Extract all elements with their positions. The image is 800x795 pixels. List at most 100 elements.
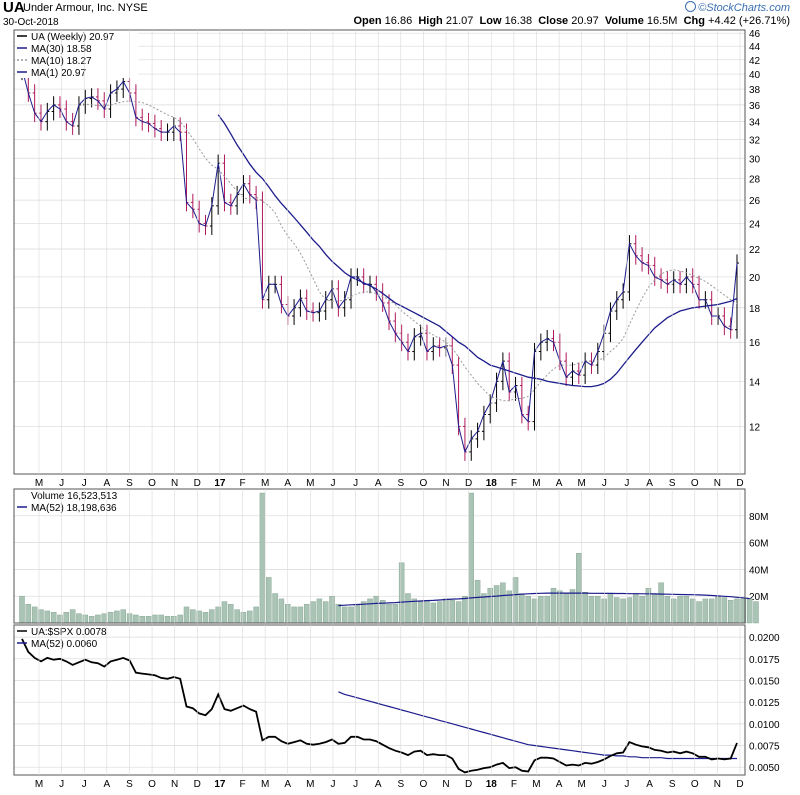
volume-bar [190,609,196,624]
x-tick-label-price: 18 [486,478,498,489]
low-value: 16.38 [504,15,533,27]
volume-bar [411,598,418,624]
x-tick-label-price: J [602,478,607,489]
x-tick-label-price: M [35,478,43,489]
volume-bar [417,601,424,624]
volume-bar [538,596,544,624]
ratio-tick-label: 0.0100 [749,720,780,731]
volume-bar [114,610,120,624]
volume-bar [398,562,405,624]
volume-bar [455,601,462,624]
price-tick-label: 42 [749,56,761,67]
price-tick-label: 38 [749,85,761,96]
x-tick-label-ratio: S [397,779,404,790]
ratio-tick-label: 0.0150 [749,676,780,687]
volume-bar [50,612,57,624]
x-tick-label-ratio: N [442,779,449,790]
price-legend-entry: MA(1) 20.97 [31,68,86,79]
volume-bar [626,597,633,624]
volume-bar [25,604,32,624]
volume-bar [247,610,253,624]
price-tick-label: 36 [749,101,761,112]
x-tick-label-ratio: M [261,779,269,790]
volume-bar [63,612,70,624]
ma30-line [217,114,738,388]
volume-bar [152,614,158,624]
price-tick-label: 32 [749,135,761,146]
volume-bar [683,596,690,624]
stockcharts-logo-icon [685,1,697,12]
x-tick-label-ratio: D [194,779,201,790]
volume-bar [708,598,715,624]
volume-bar [133,614,139,624]
price-tick-label: 18 [749,304,761,315]
volume-bar [519,593,525,624]
close-label: Close [538,15,569,27]
volume-bar [702,598,709,624]
price-tick-label: 20 [749,273,761,284]
x-tick-label-ratio: O [691,779,699,790]
volume-bar [272,593,278,624]
volume-bar [322,601,329,624]
x-tick-label-ratio: A [556,779,563,790]
x-axis: M M J J J J A A S S O O N N D D 17 17 F F M M A A M M J J J J A A S S O O N N… [35,30,744,790]
ratio-ma52-line [338,691,737,760]
price-legend-box [16,32,138,78]
volume-bar [576,553,582,624]
ratio-tick-label: 0.0075 [749,742,780,753]
volume-bar [544,596,550,624]
x-tick-label-ratio: J [82,779,87,790]
volume-bar [164,616,171,624]
volume-bar [633,593,639,624]
volume-bar [31,606,38,624]
volume-bar [658,582,664,624]
volume-bar [500,582,506,624]
volume-bar [607,593,614,624]
x-tick-label-price: S [669,478,676,489]
ratio-legend-entry: UA:$SPX 0.0078 [31,627,107,638]
change-label: Chg [683,15,705,27]
price-tick-label: 44 [749,42,761,53]
x-tick-label-ratio: D [736,779,743,790]
volume-bar [202,612,209,624]
x-tick-label-ratio: J [624,779,629,790]
x-tick-label-price: A [104,478,111,489]
volume-bar [664,596,671,624]
chart-date: 30-Oct-2018 [3,17,59,28]
volume-tick-label: 80M [749,512,768,523]
price-tick-label: 24 [749,220,761,231]
volume-bar [120,609,126,624]
x-tick-label-ratio: A [375,779,382,790]
volume-bar [386,604,392,624]
price-tick-label: 22 [749,245,761,256]
volume-bar [487,587,493,624]
x-tick-label-price: D [465,478,472,489]
volume-bar [348,606,354,624]
volume-bar [341,606,348,624]
volume-bar [139,616,145,624]
x-tick-label-price: A [556,478,563,489]
x-tick-label-ratio: M [35,779,43,790]
price-tick-label: 28 [749,174,761,185]
price-panel: 12 14 16 18 20 22 24 26 28 30 32 34 36 38 40 42 44 46 UA (… [13,29,761,475]
volume-tick-label: 20M [749,592,768,603]
volume-bar [652,593,658,624]
x-tick-label-price: O [148,478,156,489]
volume-bar [525,596,531,624]
x-tick-label-price: F [511,478,517,489]
volume-bar [76,613,82,624]
ratio-tick-label: 0.0175 [749,655,780,666]
x-tick-label-price: A [284,478,291,489]
volume-bar [335,604,342,624]
x-tick-label-price: 17 [214,478,226,489]
ma10-line [78,100,738,402]
x-tick-label-ratio: 18 [486,779,498,790]
exchange-label: NYSE [117,2,148,14]
x-tick-label-ratio: D [465,779,472,790]
x-tick-label-ratio: M [306,779,314,790]
x-tick-label-price: O [420,478,428,489]
volume-ma52-line [338,592,750,607]
volume-tick-label: 40M [749,565,768,576]
x-tick-label-price: A [646,478,653,489]
